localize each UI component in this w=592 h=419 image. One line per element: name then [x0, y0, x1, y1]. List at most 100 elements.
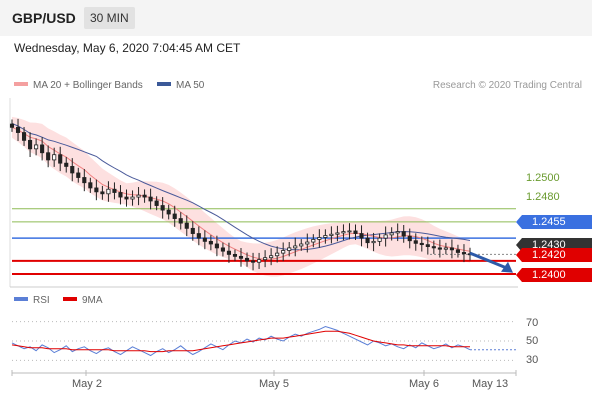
rsi-tick-50: 50 — [526, 335, 539, 347]
candle-body — [353, 230, 358, 234]
level-1.2480-label: 1.2480 — [526, 191, 560, 203]
candle-body — [365, 237, 370, 244]
candle-body — [461, 252, 467, 255]
candle-body — [287, 247, 292, 251]
currency-pair: GBP/USD — [12, 10, 76, 26]
candle-body — [46, 152, 51, 161]
candle-body — [9, 123, 15, 128]
candle-body — [305, 241, 310, 245]
candle-body — [166, 209, 171, 215]
chart-header: GBP/USD 30 MIN — [0, 0, 592, 36]
x-tick-may5: May 5 — [259, 378, 289, 390]
candle-body — [281, 250, 286, 254]
candle-body — [257, 259, 262, 263]
legend-rsi: RSI — [14, 295, 50, 306]
legend-ma50-label: MA 50 — [176, 80, 205, 91]
candle-body — [112, 188, 117, 193]
candle-body — [58, 154, 63, 164]
candle-body — [371, 240, 376, 244]
candle-body — [383, 234, 388, 239]
rsi-ma-swatch — [63, 297, 77, 302]
candle-body — [130, 196, 135, 200]
level-1.2500-label: 1.2500 — [526, 172, 560, 184]
candle-body — [184, 222, 189, 229]
candle-body — [100, 191, 105, 195]
candle-body — [136, 194, 141, 198]
legend-ma-bb: MA 20 + Bollinger Bands — [14, 80, 143, 91]
candle-body — [341, 231, 346, 234]
candle-body — [124, 196, 129, 200]
candle-body — [323, 235, 328, 238]
candle-body — [232, 254, 238, 257]
legend-ma50: MA 50 — [157, 80, 204, 91]
candle-body — [160, 205, 165, 211]
research-credit: Research © 2020 Trading Central — [432, 80, 582, 91]
candle-body — [359, 233, 364, 239]
candle-body — [226, 250, 232, 255]
candle-body — [220, 247, 225, 252]
candle-body — [34, 144, 39, 150]
candle-body — [413, 240, 418, 244]
rsi-tick-30: 30 — [526, 354, 539, 366]
candle-body — [202, 237, 207, 242]
candle-body — [401, 231, 406, 237]
candle-body — [214, 243, 219, 249]
candle-body — [142, 194, 147, 198]
candle-body — [70, 166, 75, 174]
forecast-arrow-shaft — [469, 251, 507, 270]
candle-body — [443, 247, 448, 250]
candle-body — [21, 132, 27, 141]
candle-body — [455, 249, 461, 253]
candle-body — [64, 162, 69, 167]
candle-body — [190, 227, 195, 234]
x-tick-may2: May 2 — [72, 378, 102, 390]
candle-body — [82, 177, 87, 184]
timeframe-button[interactable]: 30 MIN — [84, 7, 135, 29]
level-1.2400-tag: 1.2400 — [516, 268, 592, 282]
ma50-line — [11, 122, 471, 251]
candle-body — [178, 218, 183, 224]
candle-body — [275, 252, 280, 257]
candle-body — [154, 200, 159, 206]
candle-body — [244, 257, 250, 262]
rsi-ma-line — [11, 330, 470, 353]
legend-rsi-ma-label: 9MA — [82, 295, 103, 306]
candle-body — [172, 213, 177, 219]
candle-body — [250, 260, 256, 263]
legend-ma-bb-label: MA 20 + Bollinger Bands — [33, 80, 143, 91]
candle-body — [106, 188, 111, 195]
x-tick-may6: May 6 — [409, 378, 439, 390]
candle-body — [395, 231, 400, 234]
candle-body — [317, 237, 322, 240]
candle-body — [419, 242, 424, 246]
candle-body — [329, 233, 334, 236]
candle-body — [311, 239, 316, 243]
candle-body — [196, 233, 201, 239]
candle-body — [389, 232, 394, 236]
candle-body — [28, 139, 33, 150]
level-1.2455-tag: 1.2455 — [516, 215, 592, 229]
candle-body — [449, 247, 454, 251]
candle-body — [407, 235, 412, 242]
level-1.2420-tag: 1.2420 — [516, 248, 592, 262]
candle-body — [293, 245, 298, 249]
candle-body — [76, 172, 81, 178]
ma50-swatch — [157, 82, 171, 87]
legend-rsi-ma: 9MA — [63, 295, 103, 306]
candle-body — [299, 243, 304, 247]
chart-datetime: Wednesday, May 6, 2020 7:04:45 AM CET — [14, 41, 241, 55]
ma-bb-swatch — [14, 82, 28, 87]
candle-body — [208, 240, 213, 245]
candle-body — [347, 230, 352, 233]
candle-body — [269, 255, 274, 259]
candle-body — [148, 196, 153, 202]
candle-body — [431, 246, 436, 249]
candle-body — [437, 247, 442, 250]
candle-body — [238, 255, 244, 259]
candle-body — [40, 144, 45, 154]
candle-body — [52, 154, 57, 161]
candle-body — [94, 187, 99, 193]
candle-body — [263, 257, 268, 261]
candle-body — [15, 126, 21, 133]
